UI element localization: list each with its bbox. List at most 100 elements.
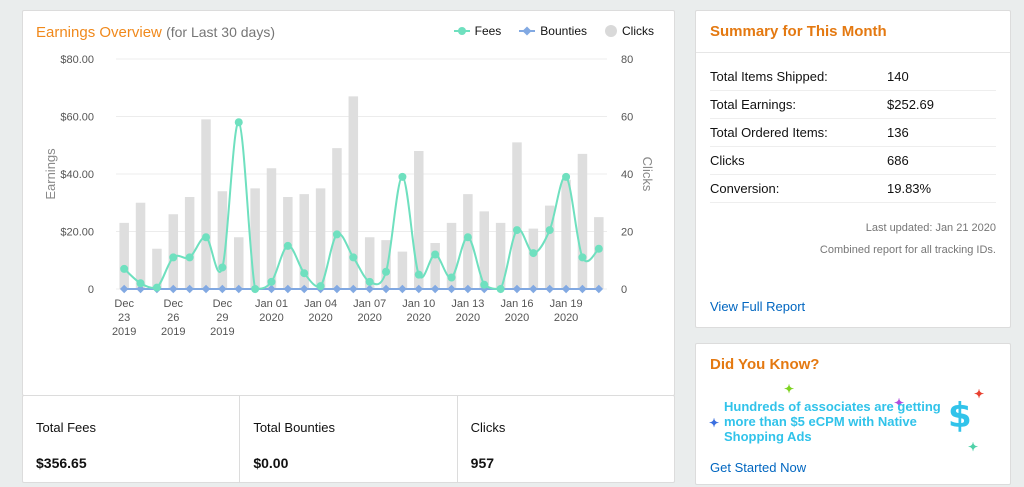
summary-row-label: Total Ordered Items:	[710, 125, 828, 140]
fees-point	[496, 285, 505, 293]
bounties-marker-icon	[519, 27, 536, 35]
clicks-bar	[348, 96, 359, 289]
clicks-bar	[135, 202, 146, 289]
bounties-point	[463, 284, 473, 294]
summary-meta: Last updated: Jan 21 2020 Combined repor…	[696, 217, 996, 261]
fees-line	[123, 121, 600, 291]
clicks-bar	[430, 243, 440, 289]
bounties-point	[119, 284, 129, 294]
clicks-bar	[544, 205, 555, 289]
clicks-bar	[594, 217, 604, 289]
bounties-point	[545, 284, 554, 294]
bounties-point	[201, 284, 211, 294]
fees-point	[365, 277, 374, 286]
bounties-point	[332, 284, 342, 294]
fees-point	[594, 244, 603, 253]
fees-point	[398, 172, 407, 181]
fees-point	[316, 282, 325, 291]
summary-row-label: Total Items Shipped:	[710, 69, 828, 84]
bounties-point	[414, 284, 424, 294]
chart-legend: Fees Bounties Clicks	[453, 24, 654, 38]
bounties-point	[234, 284, 243, 294]
bounties-point	[185, 284, 194, 294]
last-updated-text: Last updated: Jan 21 2020	[865, 222, 996, 234]
summary-row-value: 19.83%	[887, 181, 932, 196]
fees-point	[512, 226, 521, 235]
totals-panel: Total Fees $356.65 Total Bounties $0.00 …	[22, 395, 675, 483]
bounties-point	[169, 284, 178, 294]
total-fees-value: $356.65	[36, 455, 87, 471]
clicks-bar	[381, 240, 391, 289]
clicks-bar	[495, 222, 506, 289]
fees-point	[578, 253, 587, 262]
total-fees-cell: Total Fees $356.65	[23, 396, 241, 482]
chart-title-main: Earnings Overview	[36, 24, 162, 41]
y2-tick-label: 20	[621, 227, 633, 239]
fees-point	[382, 267, 391, 276]
summary-row: Clicks 686	[710, 147, 996, 175]
clicks-bar	[217, 191, 228, 289]
chart-title-subtitle: (for Last 30 days)	[166, 24, 275, 40]
sparkle-icon: ✦	[974, 387, 985, 401]
fees-point	[283, 241, 292, 250]
x-tick-label: Jan 10 2020	[402, 298, 435, 324]
total-bounties-value: $0.00	[253, 455, 289, 471]
fees-point	[447, 273, 456, 282]
get-started-link[interactable]: Get Started Now	[710, 460, 807, 475]
summary-row: Total Items Shipped: 140	[710, 63, 996, 91]
view-full-report-link[interactable]: View Full Report	[710, 299, 806, 314]
fees-point	[480, 280, 489, 289]
bounties-point	[267, 284, 276, 294]
legend-item-clicks[interactable]: Clicks	[605, 24, 654, 38]
fees-point	[545, 226, 554, 235]
bounties-point	[381, 284, 391, 294]
legend-item-bounties[interactable]: Bounties	[519, 24, 587, 38]
clicks-bar	[250, 188, 260, 289]
summary-title: Summary for This Month	[710, 23, 887, 40]
bounties-point	[430, 284, 440, 294]
x-tick-label: Jan 19 2020	[550, 298, 583, 324]
clicks-bar	[119, 222, 129, 289]
total-clicks-label: Clicks	[470, 420, 506, 435]
clicks-bar	[299, 194, 309, 289]
clicks-bar	[364, 237, 375, 289]
bounties-point	[529, 284, 538, 294]
chart-title: Earnings Overview (for Last 30 days)	[36, 24, 275, 41]
fees-point	[120, 264, 129, 273]
summary-header: Summary for This Month	[696, 11, 1010, 53]
clicks-bar	[479, 211, 489, 289]
bounties-point	[283, 284, 293, 294]
legend-item-fees[interactable]: Fees	[453, 24, 501, 38]
clicks-bar	[528, 228, 539, 289]
clicks-bar	[512, 142, 522, 289]
x-tick-label: Jan 07 2020	[353, 298, 386, 324]
did-you-know-title: Did You Know?	[710, 356, 820, 373]
summary-row: Total Ordered Items: 136	[710, 119, 996, 147]
bounties-point	[398, 284, 407, 294]
bounties-point	[299, 284, 309, 294]
clicks-bar	[414, 151, 424, 289]
fees-point	[218, 263, 227, 272]
total-fees-label: Total Fees	[36, 420, 96, 435]
bounties-point	[349, 284, 358, 294]
fees-point	[202, 233, 211, 242]
clicks-bar	[234, 237, 244, 289]
total-clicks-cell: Clicks 957	[458, 396, 674, 482]
fees-point	[185, 253, 194, 262]
bounties-point	[561, 284, 571, 294]
clicks-bar	[152, 248, 162, 289]
bounties-point	[512, 284, 522, 294]
sparkle-icon: ✦	[894, 396, 905, 410]
legend-label-bounties: Bounties	[540, 24, 587, 38]
did-you-know-card: Did You Know? ✦ ✦ ✦ ✦ ✦ Hundreds of asso…	[695, 343, 1011, 485]
fees-point	[562, 172, 571, 181]
sparkle-icon: ✦	[709, 416, 720, 430]
summary-row-label: Total Earnings:	[710, 97, 796, 112]
y2-tick-label: 60	[621, 112, 633, 124]
y-tick-label: 0	[88, 284, 94, 296]
bounties-point	[365, 284, 374, 294]
clicks-bar	[397, 251, 408, 289]
fees-point	[169, 253, 178, 262]
x-tick-label: Dec 29 2019	[210, 298, 234, 338]
y2-axis-title: Clicks	[640, 157, 655, 192]
